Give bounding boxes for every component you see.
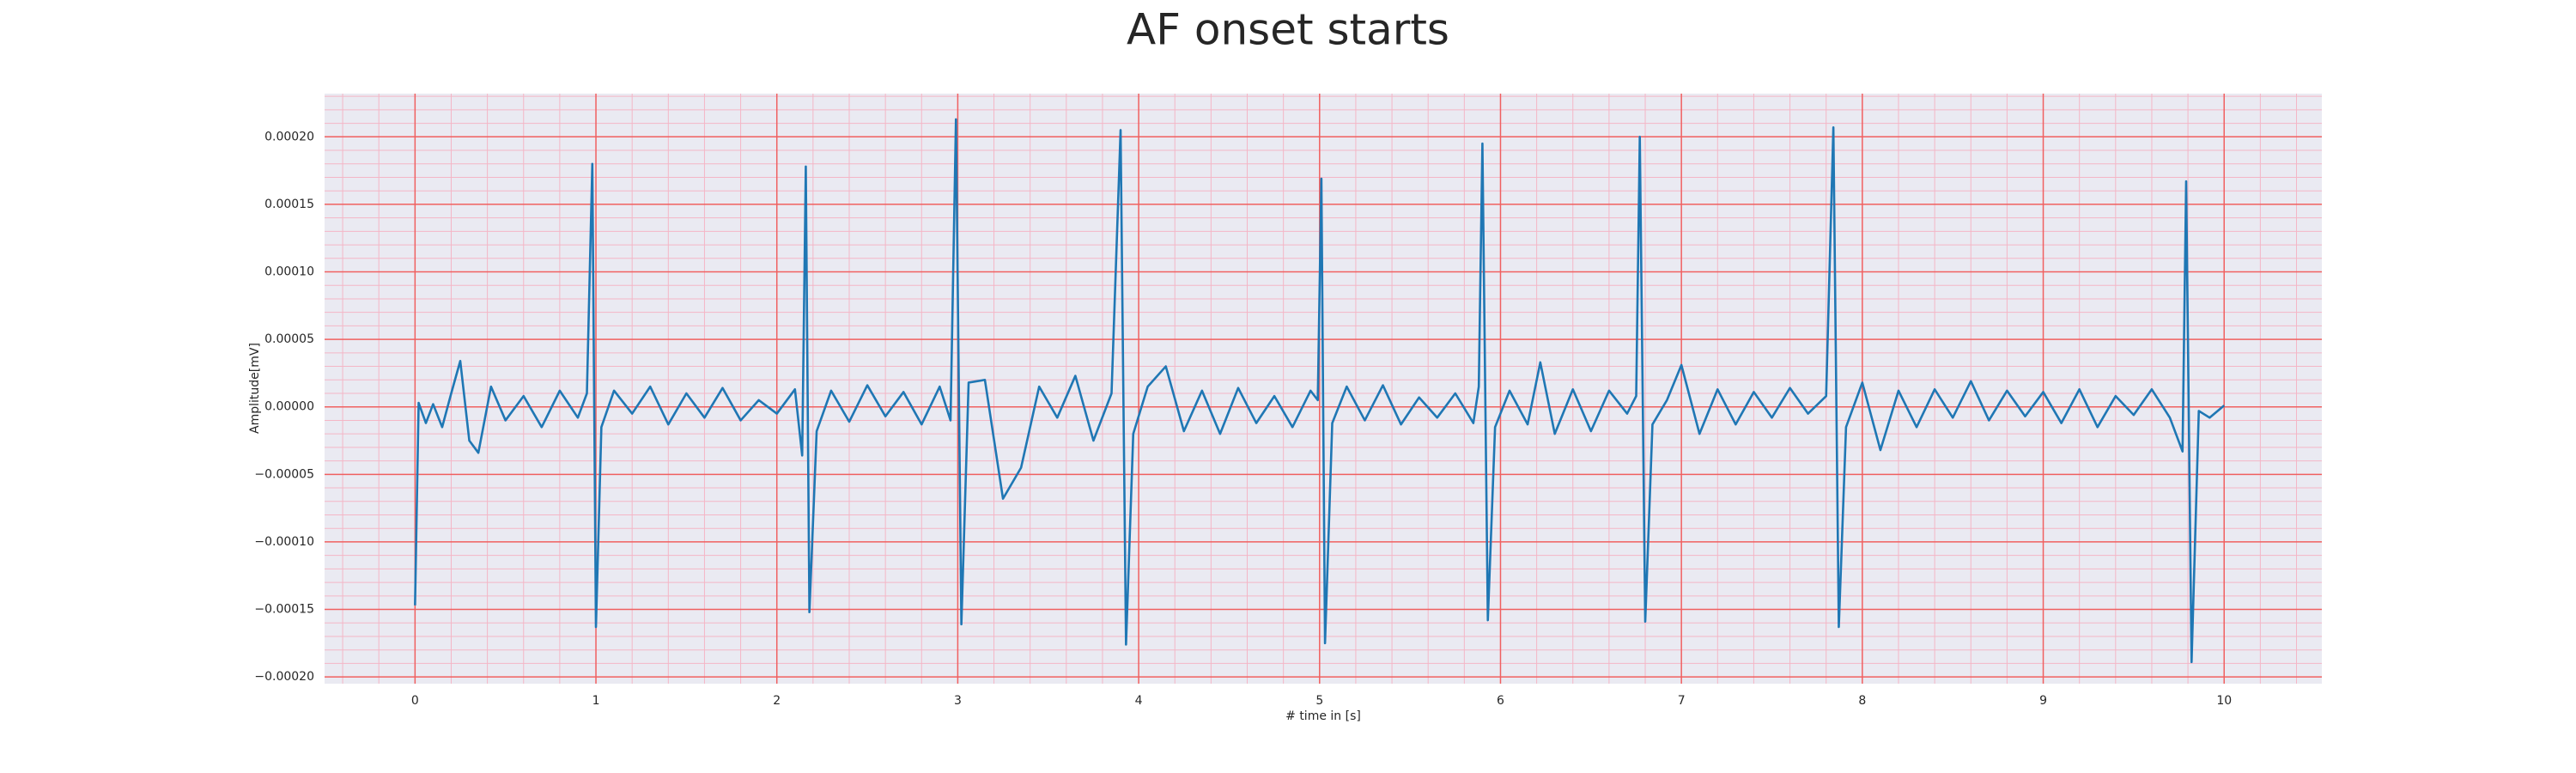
y-tick-label: 0.00005 (264, 332, 314, 346)
y-tick-label: 0.00020 (264, 130, 314, 143)
x-tick-label: 5 (1315, 694, 1323, 708)
x-axis-label: # time in [s] (1285, 709, 1361, 723)
x-tick-label: 10 (2216, 694, 2232, 708)
y-axis-label: Amplitude[mV] (248, 343, 262, 434)
x-tick-label: 8 (1858, 694, 1866, 708)
y-tick-label: 0.00010 (264, 265, 314, 279)
y-tick-label: 0.00000 (264, 400, 314, 414)
y-tick-label: −0.00010 (254, 535, 314, 549)
y-tick-label: −0.00015 (254, 603, 314, 617)
y-tick-label: −0.00005 (254, 467, 314, 481)
x-tick-label: 9 (2039, 694, 2047, 708)
x-tick-label: 4 (1135, 694, 1143, 708)
x-tick-label: 6 (1497, 694, 1504, 708)
y-tick-label: −0.00020 (254, 670, 314, 684)
x-tick-label: 7 (1678, 694, 1686, 708)
chart-title: AF onset starts (1127, 5, 1449, 55)
x-tick-label: 3 (954, 694, 962, 708)
y-tick-label: 0.00015 (264, 198, 314, 211)
ecg-line (414, 118, 2226, 664)
x-tick-label: 1 (592, 694, 600, 708)
x-tick-label: 2 (773, 694, 781, 708)
x-tick-label: 0 (411, 694, 419, 708)
